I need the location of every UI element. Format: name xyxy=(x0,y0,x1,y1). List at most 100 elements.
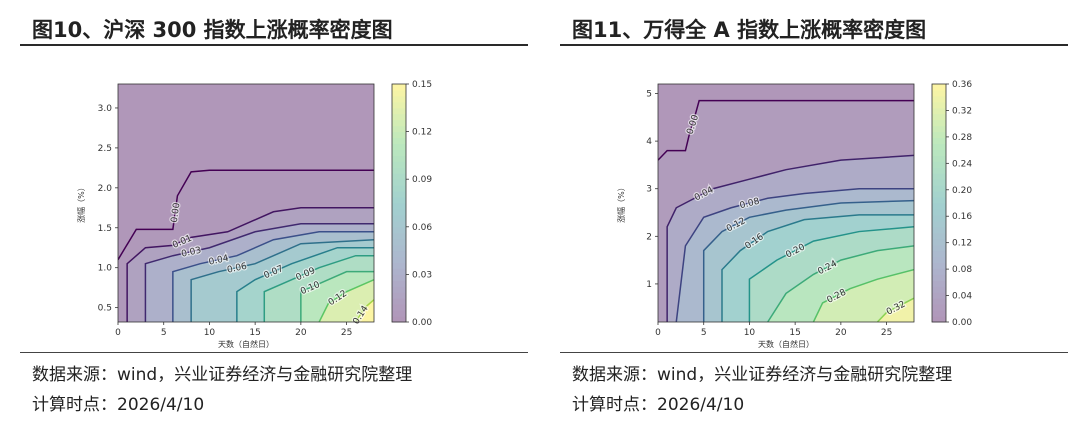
colorbar-segment xyxy=(392,256,406,263)
x-tick-label: 10 xyxy=(204,328,216,338)
contour-line xyxy=(658,99,914,161)
colorbar-segment xyxy=(932,125,946,133)
x-tick-label: 0 xyxy=(115,328,121,338)
colorbar-tick-label: 0.32 xyxy=(952,106,972,116)
colorbar-segment xyxy=(932,131,946,139)
colorbar-tick-label: 0.36 xyxy=(952,80,972,90)
colorbar-segment xyxy=(392,286,406,293)
y-tick-label: 2.0 xyxy=(98,184,113,194)
colorbar-segment xyxy=(392,292,406,299)
colorbar-segment xyxy=(932,298,946,305)
colorbar-frame xyxy=(391,83,407,323)
colorbar-segment xyxy=(932,268,946,275)
title-rule xyxy=(20,44,528,46)
colorbar-segment xyxy=(932,203,946,210)
colorbar-segment xyxy=(392,131,406,139)
colorbar-segment xyxy=(392,238,406,246)
colorbar-segment xyxy=(932,250,946,258)
x-tick-label: 15 xyxy=(249,328,260,338)
colorbar-tick-label: 0.08 xyxy=(952,265,972,275)
contour-line xyxy=(172,231,374,322)
x-axis-label: 天数（自然日） xyxy=(218,339,274,349)
contour-line xyxy=(702,199,914,322)
colorbar-segment xyxy=(392,107,406,115)
figure-title: 图11、万得全 A 指数上涨概率密度图 xyxy=(572,18,927,42)
contour-chart: 0.000.010.030.040.06 0.07 0.090.100.120.14… xyxy=(76,80,432,349)
colorbar-segment xyxy=(392,155,406,162)
contour-line xyxy=(767,245,914,322)
colorbar-segment xyxy=(392,268,406,275)
y-tick-label: 1 xyxy=(646,280,652,290)
colorbar-segment xyxy=(932,84,946,91)
colorbar-segment xyxy=(392,316,406,323)
colorbar-tick-label: 0.15 xyxy=(412,80,432,90)
colorbar-segment xyxy=(932,185,946,192)
colorbar-segment xyxy=(932,113,946,121)
colorbar-segment xyxy=(392,101,406,109)
colorbar-tick-label: 0.20 xyxy=(952,186,972,196)
y-tick-label: 1.0 xyxy=(98,264,113,274)
y-tick-label: 2.5 xyxy=(98,144,112,154)
colorbar-segment xyxy=(932,137,946,144)
plot-frame xyxy=(657,83,915,323)
source-rule xyxy=(560,352,1068,353)
colorbar-segment xyxy=(392,298,406,305)
x-tick-label: 5 xyxy=(701,328,707,338)
colorbar-segment xyxy=(392,310,406,317)
colorbar-segment xyxy=(392,220,406,228)
colorbar-segment xyxy=(392,137,406,144)
y-tick-label: 2 xyxy=(646,232,652,242)
colorbar-frame xyxy=(931,83,947,323)
colorbar-segment xyxy=(392,95,406,103)
colorbar-segment xyxy=(932,208,946,216)
x-tick-label: 20 xyxy=(295,328,307,338)
colorbar: 0.00 0.04 0.08 0.12 0.16 0.20 0.24 0.28 0.32 0.36 xyxy=(931,80,972,328)
contour-line xyxy=(675,187,914,322)
colorbar-segment xyxy=(392,232,406,240)
colorbar-segment xyxy=(932,161,946,168)
contour-band xyxy=(319,279,374,322)
contour-line xyxy=(355,299,374,322)
colorbar-segment xyxy=(932,292,946,299)
colorbar-segment xyxy=(932,280,946,287)
colorbar-segment xyxy=(932,95,946,103)
contour-line xyxy=(812,268,914,322)
colorbar-segment xyxy=(932,286,946,293)
colorbar-segment xyxy=(932,197,946,204)
x-tick-label: 5 xyxy=(161,328,167,338)
contour-line xyxy=(876,297,914,322)
source-note: 数据来源：wind，兴业证券经济与金融研究院整理 xyxy=(572,365,953,385)
x-tick-label: 10 xyxy=(744,328,756,338)
contour-band xyxy=(355,299,374,322)
colorbar-segment xyxy=(392,203,406,210)
plot-area: 0.000.040.080.120.16 0.200.240.280.320 5 10… xyxy=(616,83,915,349)
y-tick-label: 3 xyxy=(646,185,652,195)
colorbar-segment xyxy=(932,310,946,317)
source-note: 数据来源：wind，兴业证券经济与金融研究院整理 xyxy=(32,365,413,385)
y-axis-label: 涨幅（%） xyxy=(616,183,626,223)
colorbar-segment xyxy=(932,119,946,127)
colorbar-tick-label: 0.00 xyxy=(412,318,432,328)
colorbar-segment xyxy=(932,214,946,222)
contour-line xyxy=(190,238,374,322)
y-tick-label: 0.5 xyxy=(98,304,112,314)
x-tick-label: 0 xyxy=(655,328,661,338)
contour-line xyxy=(144,223,374,322)
colorbar-segment xyxy=(392,197,406,204)
colorbar-segment xyxy=(392,226,406,234)
colorbar-segment xyxy=(932,304,946,311)
colorbar-segment xyxy=(932,143,946,150)
colorbar-segment xyxy=(932,226,946,234)
colorbar-segment xyxy=(392,89,406,97)
chart-panel-hs300: 图10、沪深 300 指数上涨概率密度图 0.00 0.01 0.03 0.04 0.0… xyxy=(20,0,540,424)
colorbar-segment xyxy=(932,256,946,263)
colorbar-segment xyxy=(932,179,946,186)
colorbar-tick-label: 0.00 xyxy=(952,318,972,328)
colorbar-segment xyxy=(392,208,406,216)
calc-time-note: 计算时点：2026/4/10 xyxy=(572,395,745,415)
contour-chart: 0.000.040.080.120.16 0.200.240.280.320 5 10… xyxy=(616,80,972,349)
colorbar-tick-label: 0.12 xyxy=(952,239,972,249)
colorbar-segment xyxy=(932,274,946,281)
calc-time-note: 计算时点：2026/4/10 xyxy=(32,395,205,415)
colorbar-segment xyxy=(392,167,406,174)
